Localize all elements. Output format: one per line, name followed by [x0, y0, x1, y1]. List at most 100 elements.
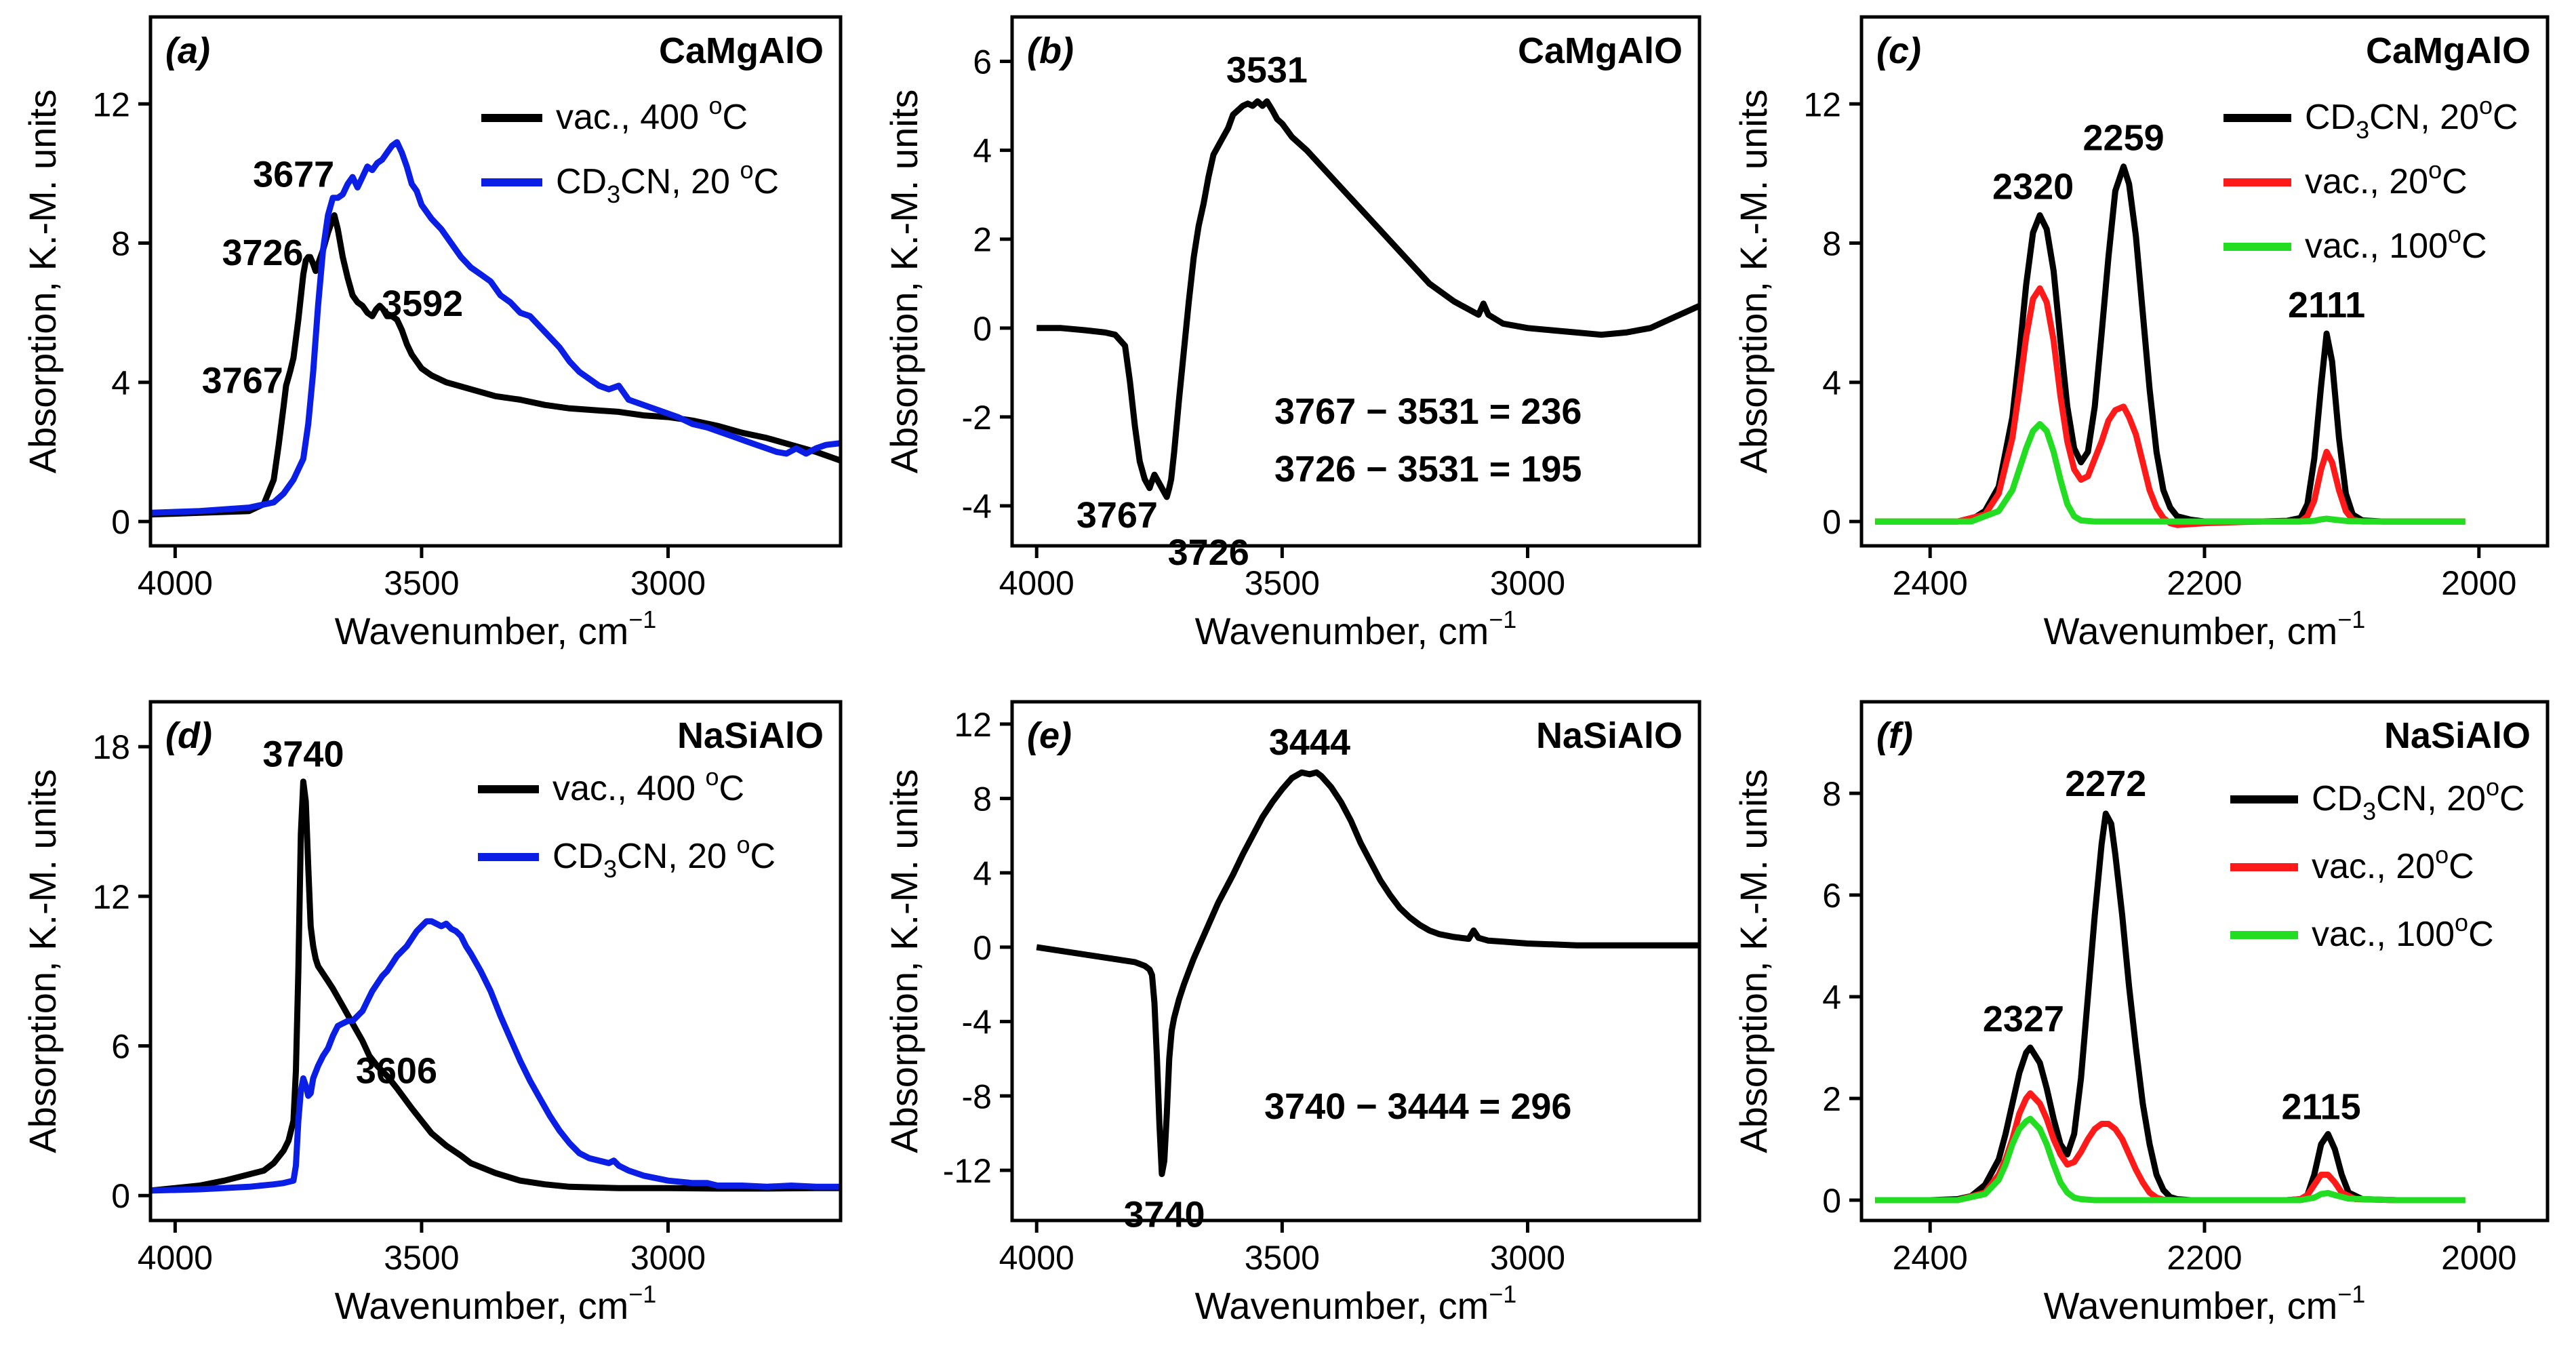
legend-text: vac., 20 [2305, 162, 2428, 201]
y-axis-label: Absorption, K.-M. units [1732, 90, 1775, 473]
legend-entry: CD3CN, 20 oC [552, 831, 776, 883]
sample-name: NaSiAlO [677, 715, 824, 756]
x-tick-label: 4000 [138, 1239, 213, 1277]
series-line-0 [1875, 810, 2466, 1204]
sample-name: NaSiAlO [2384, 715, 2531, 756]
legend-subscript: 3 [2362, 797, 2376, 825]
legend-unit: C [723, 98, 748, 137]
x-axis-label-exponent: −1 [2337, 1280, 2365, 1308]
series-line-1 [150, 139, 841, 516]
x-tick-label: 3000 [630, 564, 706, 602]
legend-unit: C [2449, 847, 2474, 886]
legend-entry: vac., 400 oC [556, 92, 748, 137]
plot-frame [148, 700, 843, 1223]
y-tick-label: 4 [111, 364, 130, 402]
legend-degree: o [2486, 773, 2499, 801]
peak-label: 3592 [382, 283, 463, 324]
panel-e: 4000 3500 3000 -12 -8 -4 0 4 8 12 Wavenumber, cm−1… [883, 700, 1702, 1327]
y-tick-label: 0 [111, 1177, 130, 1215]
y-tick-label: -4 [962, 488, 992, 525]
x-axis-label-text: Wavenumber, cm [2044, 1284, 2338, 1327]
x-tick-label: 3500 [1245, 564, 1320, 602]
legend-text: CD [2312, 779, 2362, 818]
y-tick-label: 8 [111, 225, 130, 263]
x-axis-label-text: Wavenumber, cm [1195, 610, 1489, 652]
legend-unit: C [719, 769, 745, 808]
legend-entry: vac., 100oC [2305, 220, 2487, 266]
y-tick-label: 18 [92, 728, 130, 766]
y-tick-label: -12 [943, 1152, 992, 1190]
legend-subscript: 3 [607, 180, 620, 208]
legend-entry: CD3CN, 20oC [2312, 773, 2525, 825]
panel-a: 4000 3500 3000 0 4 8 12 Wavenumber, cm−1 Absorpt… [21, 15, 843, 652]
x-tick-label: 3000 [1490, 564, 1565, 602]
y-tick-label: 4 [973, 854, 992, 892]
legend-text: CD [556, 162, 607, 201]
y-tick-label: 0 [111, 503, 130, 541]
panel-label: (f) [1876, 715, 1913, 756]
peak-label: 3767 [1076, 495, 1158, 536]
peak-label: 3606 [356, 1050, 437, 1091]
legend-degree: o [2435, 841, 2449, 869]
legend-degree: o [2428, 156, 2442, 184]
legend-degree: o [705, 763, 719, 791]
peak-label: 2259 [2083, 118, 2165, 159]
x-axis-label-text: Wavenumber, cm [335, 610, 629, 652]
legend-text: CD [552, 837, 603, 876]
legend-unit: C [2468, 915, 2494, 954]
legend-subscript: 3 [2356, 116, 2369, 144]
y-tick-label: -8 [962, 1077, 992, 1115]
y-axis-label: Absorption, K.-M. units [883, 769, 925, 1153]
y-axis-label: Absorption, K.-M. units [21, 769, 64, 1153]
peak-label: 3677 [253, 155, 334, 195]
y-axis-label: Absorption, K.-M. units [1732, 769, 1775, 1153]
y-tick-label: 6 [973, 43, 992, 81]
legend-text: vac., 20 [2312, 847, 2435, 886]
series-line-0 [150, 212, 841, 518]
peak-label: 3726 [222, 233, 303, 273]
x-tick-label: 2400 [1893, 1239, 1968, 1277]
peak-label: 2272 [2065, 763, 2146, 804]
sample-name: NaSiAlO [1536, 715, 1683, 756]
x-axis-label-exponent: −1 [1489, 1280, 1516, 1308]
legend-text: CN, 20 [620, 162, 740, 201]
panel-f: 2400 2200 2000 0 2 4 6 8 Wavenumber, cm−1 Absorpt… [1732, 700, 2550, 1327]
y-tick-label: 12 [92, 878, 130, 916]
legend-text: vac., 100 [2305, 226, 2448, 266]
legend-entry: vac., 400 oC [552, 763, 744, 808]
x-axis-label: Wavenumber, cm−1 [2044, 605, 2366, 652]
series-line-2 [1875, 420, 2466, 525]
peak-label: 2327 [1983, 999, 2064, 1039]
legend-entry: CD3CN, 20 oC [556, 156, 779, 208]
y-tick-label: -4 [962, 1004, 992, 1041]
x-tick-label: 2000 [2441, 564, 2516, 602]
x-tick-label: 3500 [384, 1239, 459, 1277]
series-line-2 [1875, 1115, 2466, 1204]
legend-text: CN, 20 [617, 837, 736, 876]
y-tick-label: 2 [1822, 1080, 1841, 1118]
y-tick-label: 12 [92, 85, 130, 123]
y-tick-label: 0 [973, 929, 992, 967]
y-tick-label: 0 [1822, 503, 1841, 541]
peak-label: 3444 [1269, 722, 1350, 763]
sample-name: CaMgAlO [659, 31, 824, 71]
y-tick-label: -2 [962, 399, 992, 437]
sample-name: CaMgAlO [2366, 31, 2531, 71]
x-axis-label: Wavenumber, cm−1 [1195, 605, 1517, 652]
panel-label: (c) [1876, 31, 1921, 71]
series-line-0 [1036, 769, 1699, 1177]
x-tick-label: 3000 [1490, 1239, 1565, 1277]
x-tick-label: 2400 [1893, 564, 1968, 602]
x-tick-label: 4000 [999, 564, 1074, 602]
x-tick-label: 3000 [630, 1239, 706, 1277]
peak-label: 3767 [202, 360, 283, 401]
legend-unit: C [2442, 162, 2468, 201]
x-tick-label: 2200 [2167, 1239, 2242, 1277]
legend-unit: C [2499, 779, 2525, 818]
sample-name: CaMgAlO [1518, 31, 1683, 71]
legend-entry: vac., 20oC [2312, 841, 2474, 886]
peak-label: 2115 [2281, 1087, 2360, 1128]
